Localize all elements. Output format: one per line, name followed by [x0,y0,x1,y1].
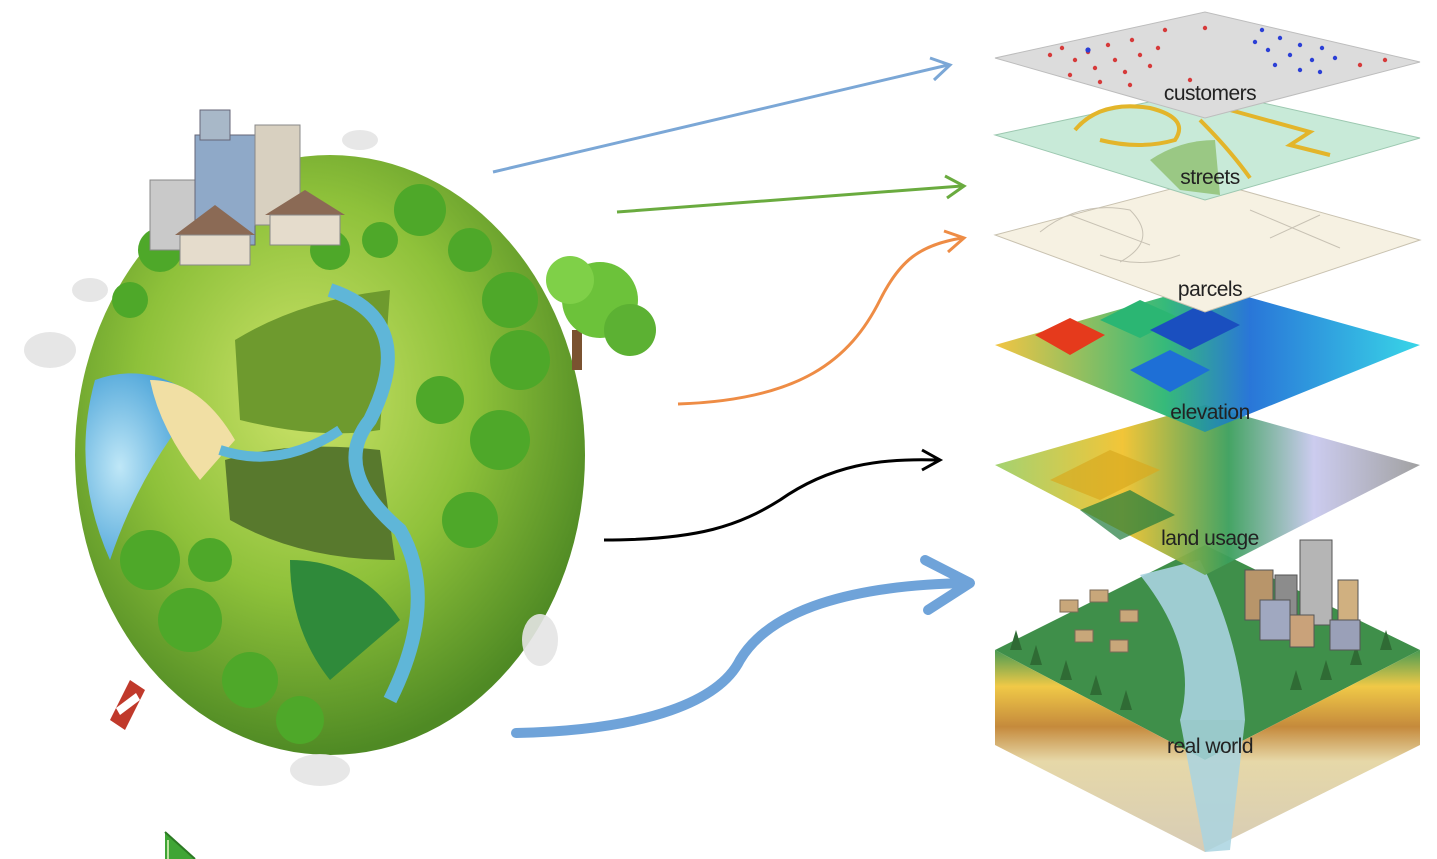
layer-label-elevation: elevation [1170,401,1250,424]
layer-label-streets: streets [1180,166,1240,189]
layer-label-real-world: real world [1167,735,1253,758]
arrow-to-parcels [677,229,967,406]
arrow-to-streets [616,174,967,214]
connector-arrows [492,56,975,738]
layer-label-parcels: parcels [1178,278,1242,301]
globe-illustration [24,109,656,786]
city-towers [1244,539,1361,651]
layer-parcels: parcels [993,179,1422,313]
layer-label-land-usage: land usage [1161,527,1259,550]
layer-elevation: elevation [995,285,1420,432]
slide-corner-arrow-icon [164,831,196,859]
layer-real-world: real world [995,539,1420,852]
layer-stack: real world land usage elevation [993,11,1422,852]
layer-label-customers: customers [1164,82,1256,105]
arrow-to-real-world [511,555,975,738]
arrow-to-customers [492,56,953,174]
arrow-to-elevation [603,448,944,542]
layer-land-usage: land usage [995,405,1420,575]
layer-customers: customers [994,11,1421,119]
city-buildings [149,109,345,266]
layer-streets: streets [993,89,1421,201]
lighthouse [110,680,145,730]
